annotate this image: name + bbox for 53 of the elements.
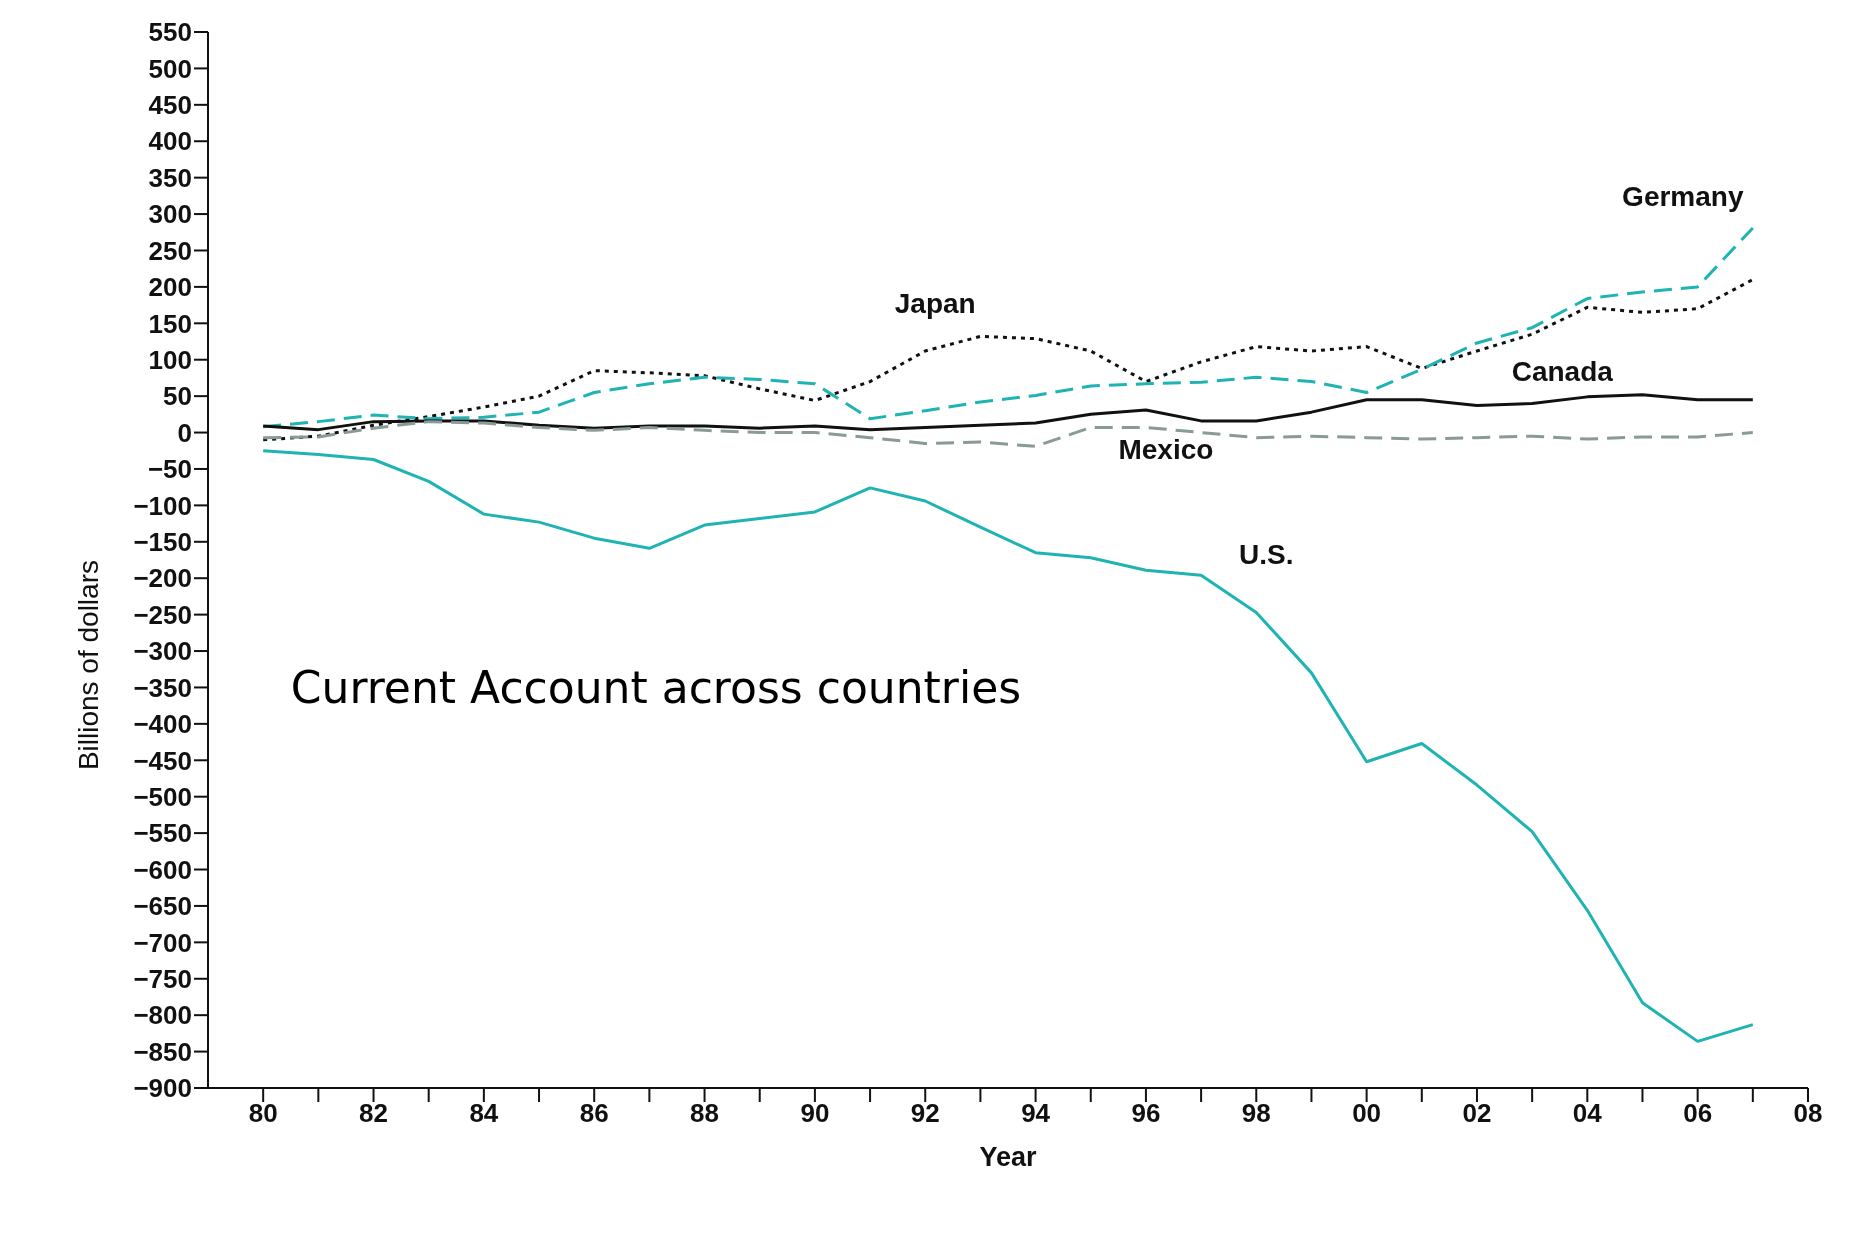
y-tick-label: 350 — [148, 162, 192, 193]
y-axis-title: Billions of dollars — [72, 560, 104, 771]
y-tick-label: −450 — [133, 745, 192, 776]
x-axis-title: Year — [979, 1142, 1038, 1172]
x-tick-label: 96 — [1131, 1098, 1161, 1129]
series-label: Mexico — [1118, 434, 1214, 466]
series-label: U.S. — [1239, 539, 1294, 571]
y-tick-label: −850 — [133, 1036, 192, 1067]
y-tick-label: 100 — [148, 344, 192, 375]
y-tick-label: −750 — [133, 963, 192, 994]
x-tick-label: 02 — [1462, 1098, 1492, 1129]
x-tick-label: 92 — [910, 1098, 940, 1129]
y-tick-label: 200 — [148, 272, 192, 303]
y-tick-label: −500 — [133, 781, 192, 812]
series-label: Japan — [894, 287, 976, 319]
y-tick-label: 500 — [148, 53, 192, 84]
text: Current Account across countries — [289, 661, 1023, 713]
y-tick-label: 450 — [148, 90, 192, 121]
y-tick-label: −600 — [133, 854, 192, 885]
y-tick-label: 300 — [148, 199, 192, 230]
y-tick-label: −350 — [133, 672, 192, 703]
y-tick-label: −700 — [133, 927, 192, 958]
y-tick-label: −100 — [133, 490, 192, 521]
x-tick-label: 82 — [359, 1098, 388, 1129]
x-tick-label: 90 — [800, 1098, 830, 1129]
x-tick-label: 08 — [1793, 1098, 1823, 1129]
y-tick-label: −650 — [133, 891, 192, 922]
x-tick-label: 88 — [690, 1098, 720, 1129]
x-tick-label: 04 — [1572, 1098, 1603, 1129]
y-tick-label: 250 — [148, 235, 192, 266]
y-tick-label: 400 — [148, 126, 192, 157]
series-label: Germany — [1622, 180, 1744, 212]
y-tick-label: −550 — [133, 818, 192, 849]
y-tick-label: −900 — [133, 1073, 192, 1104]
y-tick-label: 50 — [163, 381, 192, 412]
x-tick-label: 84 — [469, 1098, 499, 1129]
y-tick-label: −200 — [133, 563, 192, 594]
x-tick-label: 86 — [579, 1098, 609, 1129]
y-tick-label: −50 — [147, 454, 192, 485]
x-tick-label: 06 — [1683, 1098, 1713, 1129]
y-tick-label: −250 — [133, 599, 192, 630]
y-tick-label: 550 — [148, 17, 192, 48]
y-tick-label: −150 — [133, 527, 192, 558]
y-tick-label: −400 — [133, 709, 192, 740]
x-tick-label: 00 — [1352, 1098, 1382, 1129]
y-tick-label: 150 — [148, 308, 192, 339]
y-tick-label: −300 — [133, 636, 192, 667]
y-tick-label: −800 — [133, 1000, 192, 1031]
y-tick-label: 0 — [177, 417, 192, 448]
x-tick-label: 94 — [1021, 1098, 1051, 1129]
series-label: Canada — [1511, 355, 1614, 387]
x-tick-label: 98 — [1241, 1098, 1271, 1129]
x-tick-label: 80 — [248, 1098, 278, 1129]
